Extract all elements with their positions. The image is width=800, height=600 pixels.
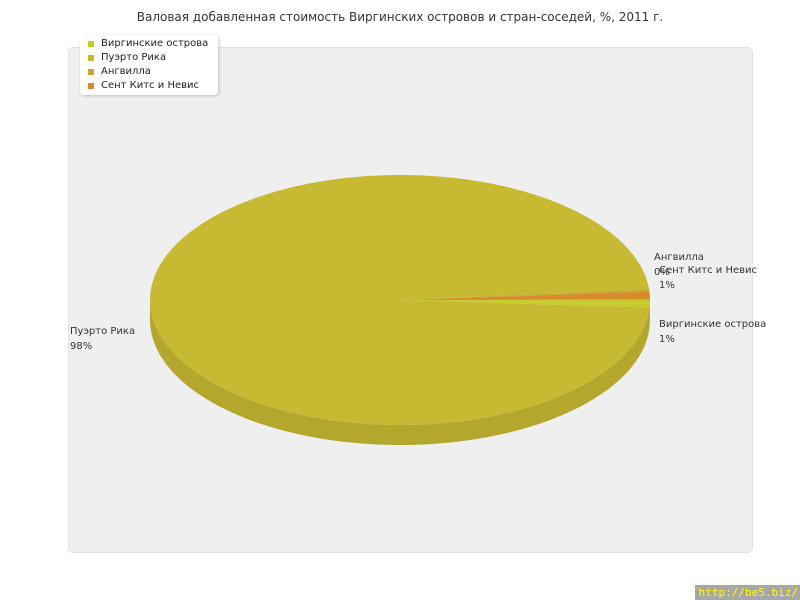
slice-value-label: 0% — [654, 267, 670, 278]
legend-item[interactable]: Ангвилла — [88, 65, 208, 79]
pie-slice[interactable] — [400, 291, 650, 300]
legend-label: Виргинские острова — [101, 38, 209, 49]
legend-item[interactable]: Сент Китс и Невис — [88, 79, 208, 93]
legend-swatch — [88, 41, 94, 47]
slice-label: Виргинские острова — [659, 319, 766, 330]
slice-value-label: 98% — [70, 341, 92, 352]
legend-item[interactable]: Пуэрто Рика — [88, 51, 208, 65]
legend-item[interactable]: Виргинские острова — [88, 37, 208, 51]
slice-label: Ангвилла — [654, 252, 704, 263]
legend-label: Сент Китс и Невис — [101, 80, 200, 91]
legend-swatch — [88, 55, 94, 61]
pie-slice[interactable] — [400, 299, 651, 308]
legend: Виргинские острова Пуэрто Рика Ангвилла Сен… — [80, 35, 219, 95]
slice-label: Пуэрто Рика — [70, 326, 135, 337]
watermark: http://be5.biz/ — [694, 585, 800, 600]
pie-slice-side — [150, 300, 650, 446]
legend-swatch — [88, 69, 94, 75]
legend-label: Ангвилла — [101, 66, 151, 77]
chart-title: Валовая добавленная стоимость Виргинских… — [136, 10, 664, 24]
slice-value-label: 1% — [659, 334, 675, 345]
pie-slice[interactable] — [400, 289, 650, 300]
slice-label: Сент Китс и Невис — [659, 265, 757, 276]
pie-slice[interactable] — [150, 175, 650, 426]
legend-label: Пуэрто Рика — [101, 52, 167, 63]
slice-value-label: 1% — [659, 280, 675, 291]
legend-swatch — [88, 83, 94, 89]
